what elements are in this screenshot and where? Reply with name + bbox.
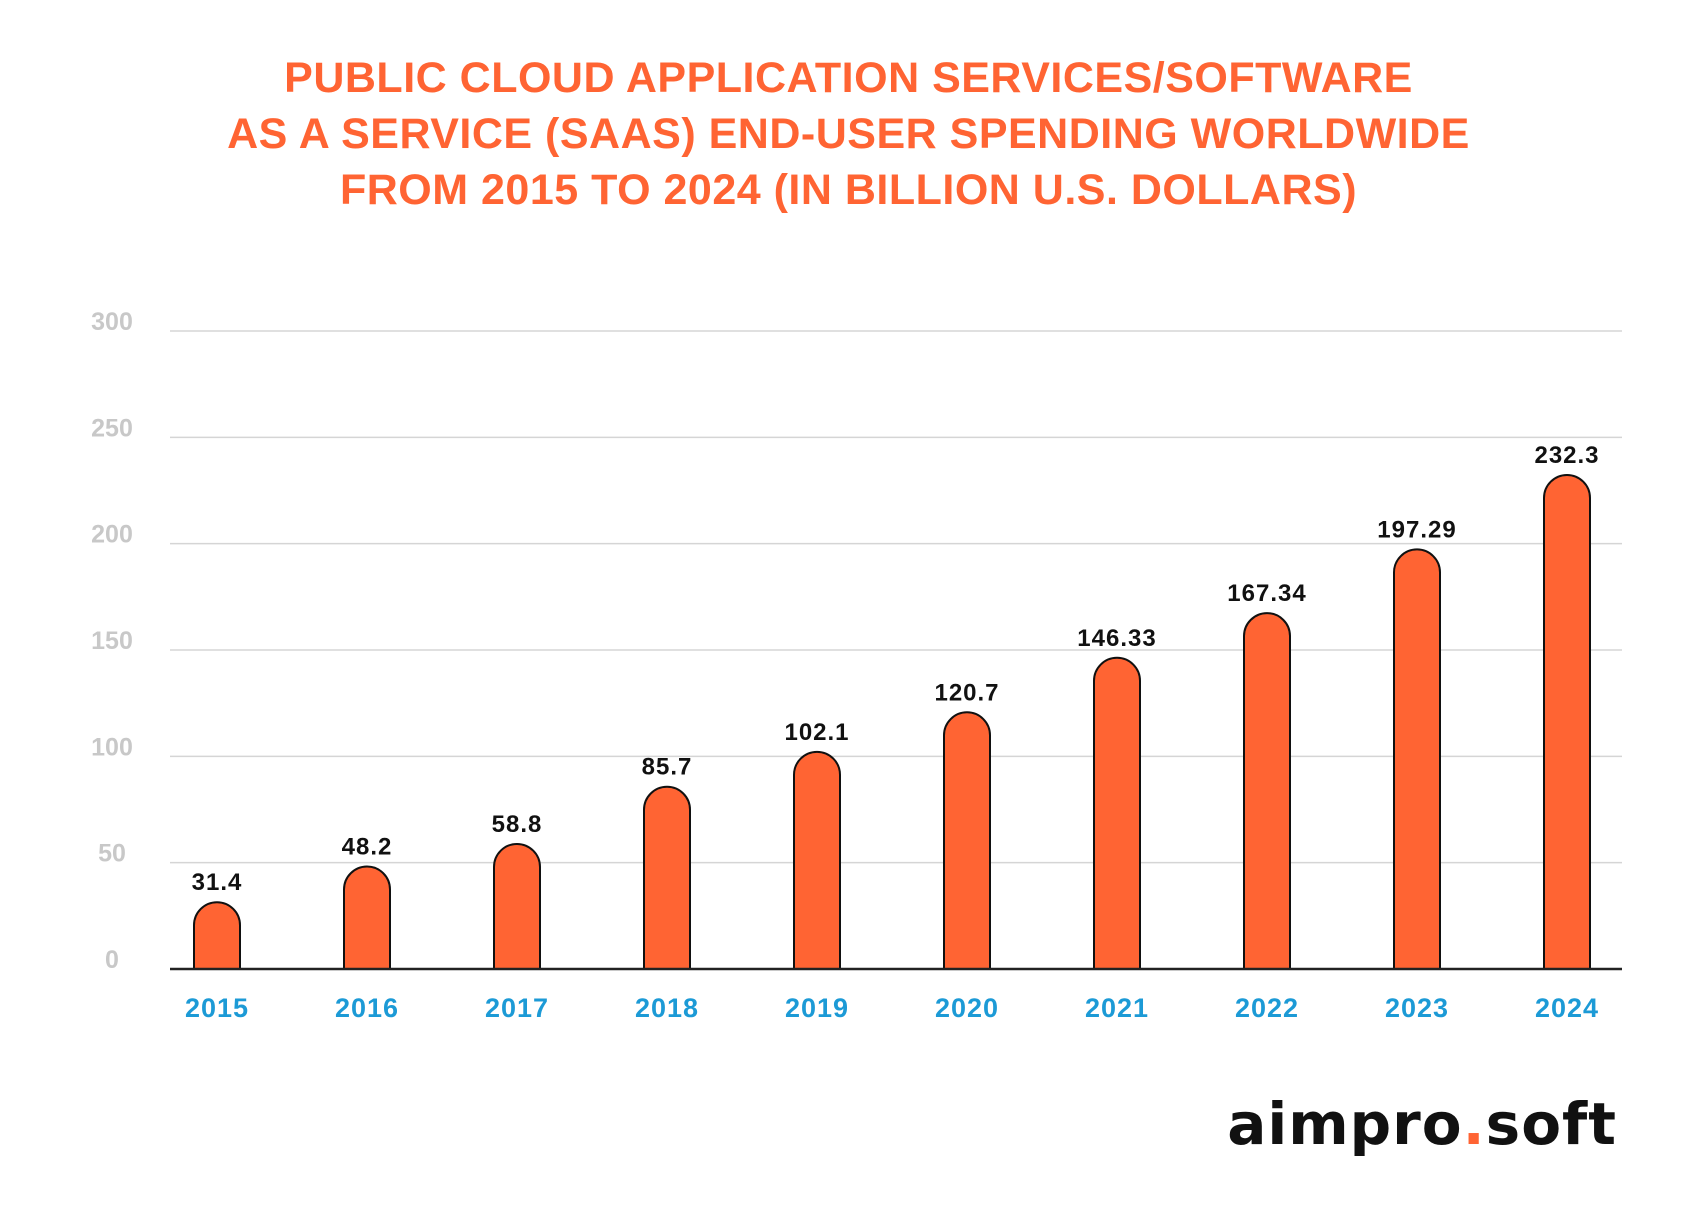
bar-2023 [1393, 548, 1441, 970]
y-tick-label-100: 100 [91, 733, 133, 761]
y-axis-ticks: 0 50 100 150 200 250 300 [91, 308, 133, 974]
logo-text-aimpro: aimpro [1227, 1090, 1463, 1158]
bar-2022 [1243, 612, 1291, 970]
y-tick-label-150: 150 [91, 627, 133, 655]
value-label-2021: 146.33 [1077, 625, 1156, 652]
bar-2021 [1093, 656, 1141, 970]
category-label-2022: 2022 [1235, 993, 1299, 1023]
gridlines [170, 330, 1622, 864]
value-label-2022: 167.34 [1227, 580, 1306, 607]
category-label-2023: 2023 [1385, 993, 1449, 1023]
value-label-2019: 102.1 [784, 719, 849, 746]
bar-2024 [1543, 474, 1591, 970]
value-label-2023: 197.29 [1377, 516, 1456, 543]
y-tick-label-200: 200 [91, 521, 133, 549]
category-label-2021: 2021 [1085, 993, 1149, 1023]
value-label-2024: 232.3 [1534, 442, 1599, 469]
bars [193, 474, 1591, 970]
bar-2019 [793, 750, 841, 970]
value-label-2018: 85.7 [642, 754, 693, 781]
category-label-2015: 2015 [185, 993, 249, 1023]
y-tick-label-300: 300 [91, 308, 133, 336]
chart-title-line-2: AS A SERVICE (SAAS) END-USER SPENDING WO… [227, 110, 1470, 158]
bar-2016 [343, 865, 391, 970]
logo-text-soft: soft [1485, 1090, 1617, 1158]
bar-2020 [943, 711, 991, 970]
bar-2015 [193, 901, 241, 970]
chart-title-line-1: PUBLIC CLOUD APPLICATION SERVICES/SOFTWA… [284, 54, 1413, 102]
aimprosoft-logo: aimpro.soft [1227, 1090, 1617, 1158]
value-label-2016: 48.2 [342, 833, 393, 860]
chart-title-line-3: FROM 2015 TO 2024 (IN BILLION U.S. DOLLA… [339, 166, 1358, 214]
bar-2017 [493, 843, 541, 970]
category-label-2020: 2020 [935, 993, 999, 1023]
category-labels: 2015 2016 2017 2018 2019 2020 2021 2022 2023 2024 [185, 993, 1599, 1023]
category-label-2019: 2019 [785, 993, 849, 1023]
y-tick-label-250: 250 [91, 414, 133, 442]
value-label-2020: 120.7 [934, 679, 999, 706]
logo-dot: . [1462, 1090, 1486, 1158]
value-label-2017: 58.8 [492, 811, 543, 838]
category-label-2018: 2018 [635, 993, 699, 1023]
value-labels: 31.4 48.2 58.8 85.7 102.1 120.7 146.33 167.34 19… [192, 442, 1599, 896]
y-tick-label-50: 50 [98, 840, 126, 868]
y-tick-label-0: 0 [105, 946, 119, 974]
bar-2018 [643, 785, 691, 970]
category-label-2016: 2016 [335, 993, 399, 1023]
category-label-2024: 2024 [1535, 993, 1599, 1023]
chart-title: PUBLIC CLOUD APPLICATION SERVICES/SOFTWA… [0, 50, 1697, 218]
category-label-2017: 2017 [485, 993, 549, 1023]
value-label-2015: 31.4 [192, 869, 243, 896]
